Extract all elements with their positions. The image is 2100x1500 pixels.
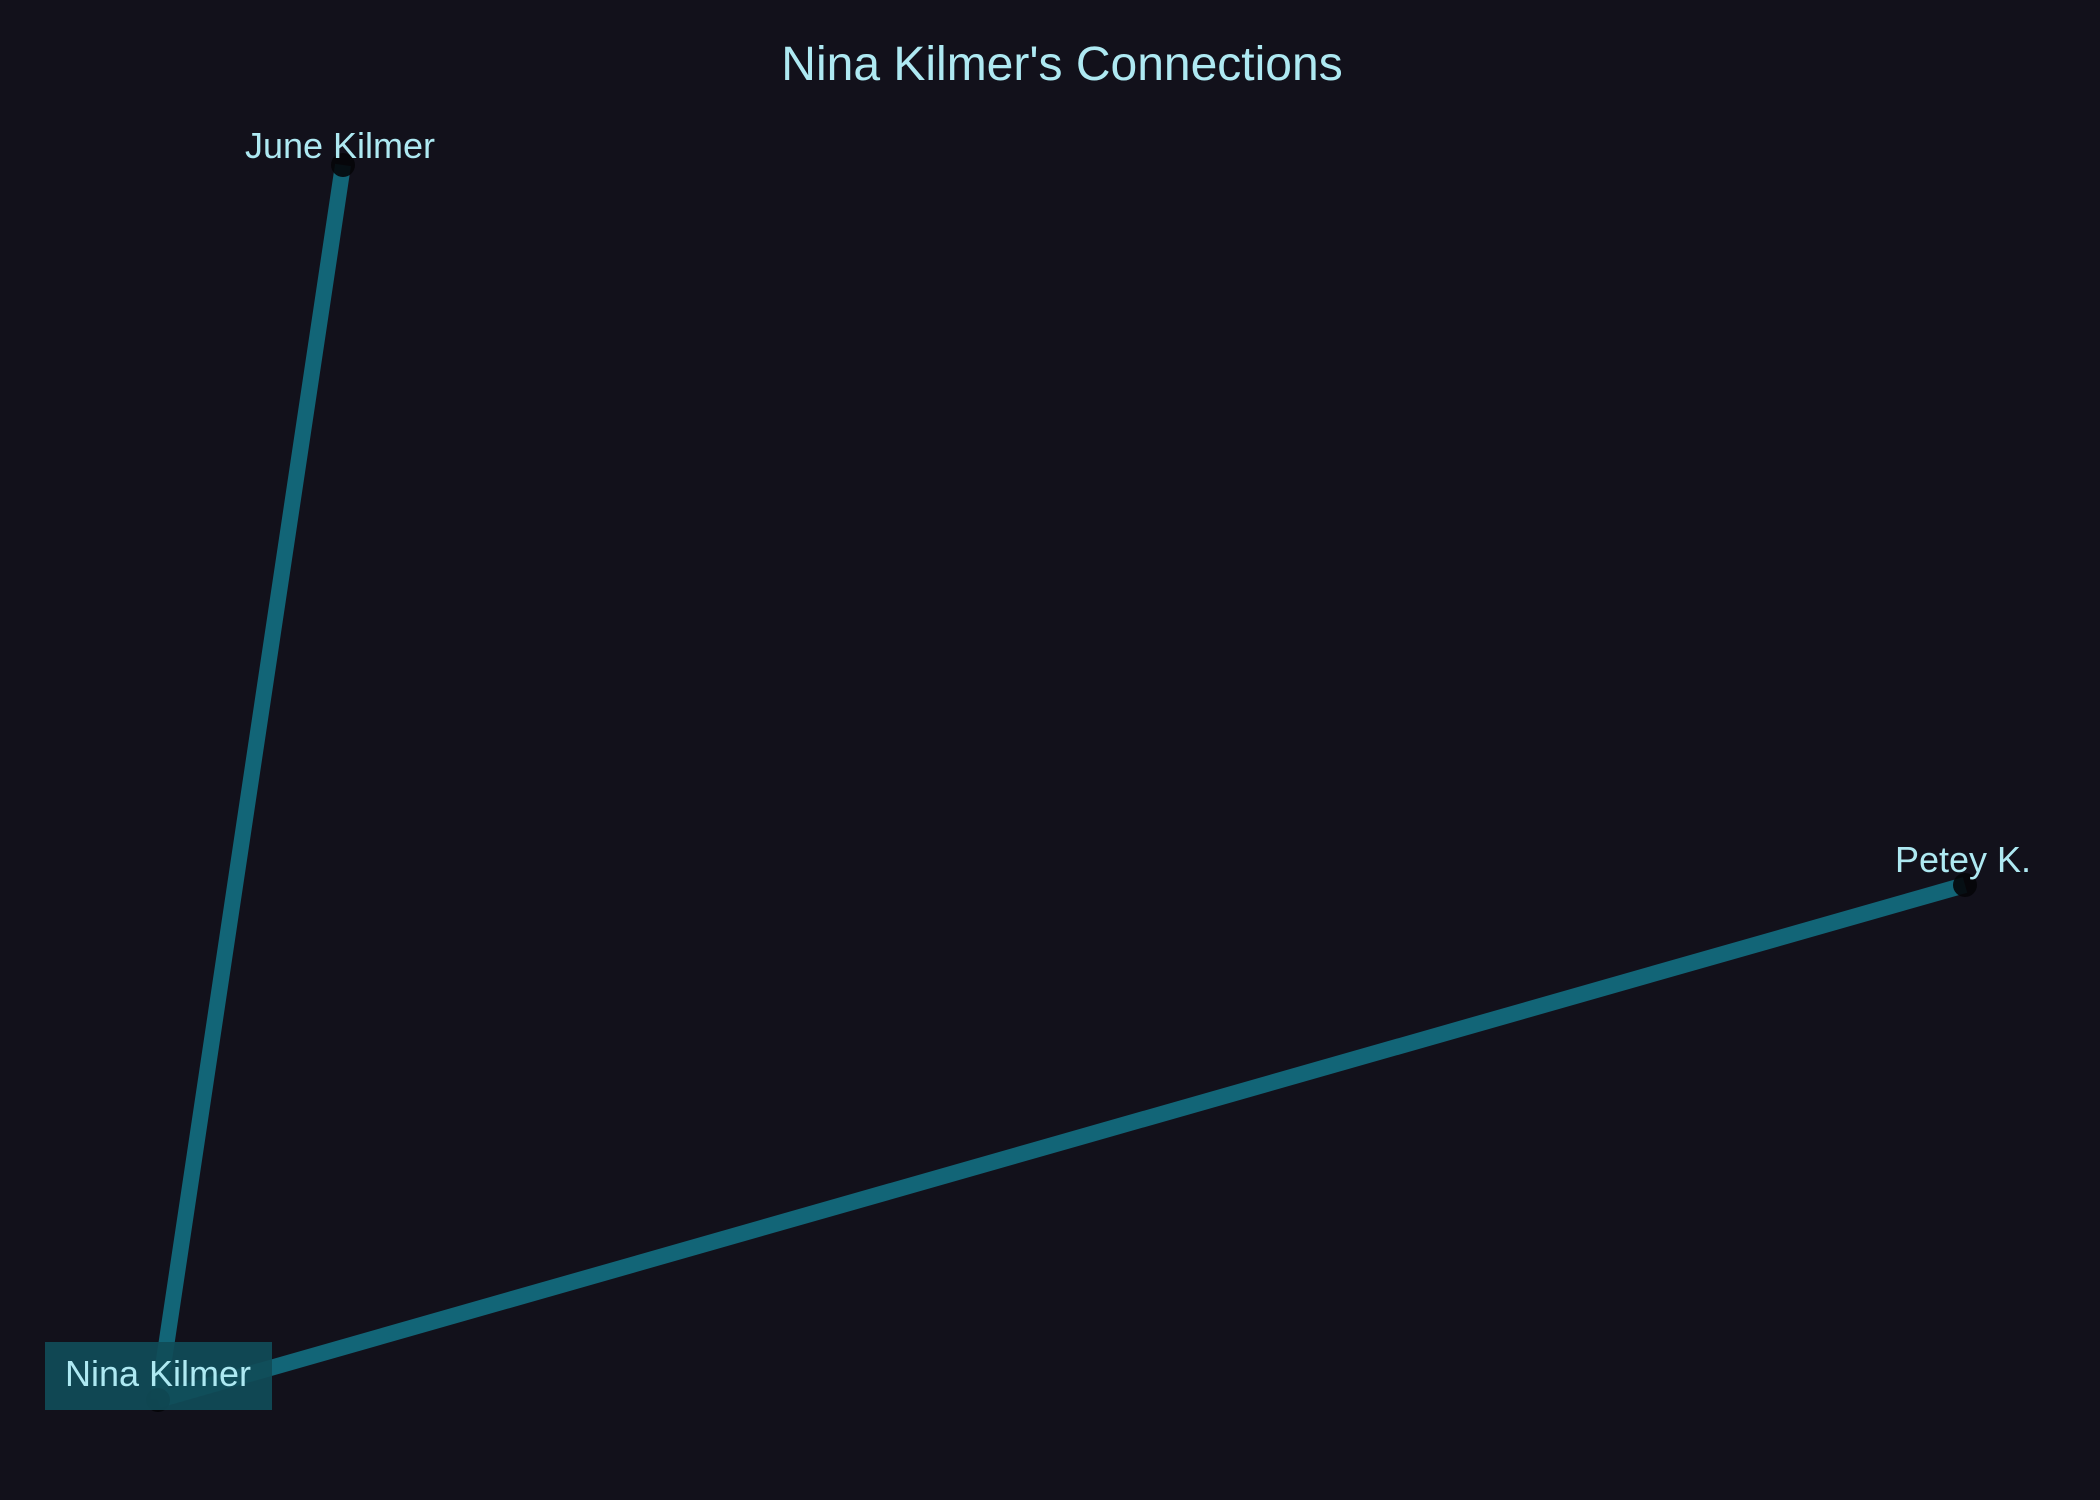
node-label-nina: Nina Kilmer [65,1353,251,1394]
node-petey: Petey K. [1895,839,2031,897]
edges-layer [150,163,1968,1408]
diagram-title: Nina Kilmer's Connections [781,38,1342,91]
nodes-layer: Nina Kilmer June Kilmer Petey K. [45,125,2031,1412]
node-dot-june [331,153,355,177]
node-label-petey: Petey K. [1895,839,2031,880]
highlight-label-box [45,1342,272,1410]
edge-nina-june [150,163,351,1402]
edge-nina-petey [155,877,1968,1408]
node-label-june: June Kilmer [245,125,435,166]
node-june: June Kilmer [245,125,435,177]
node-nina: Nina Kilmer [45,1342,272,1412]
node-dot-petey [1953,873,1977,897]
